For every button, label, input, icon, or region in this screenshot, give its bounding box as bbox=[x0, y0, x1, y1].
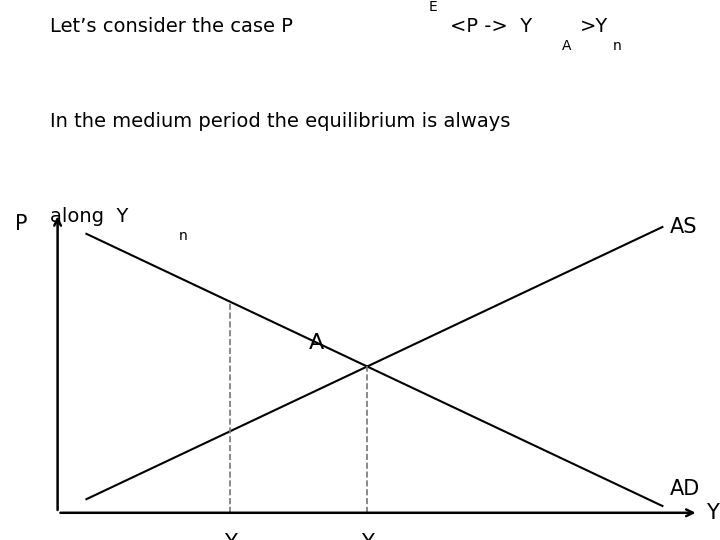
Text: >Y: >Y bbox=[580, 17, 608, 36]
Text: Let’s consider the case P: Let’s consider the case P bbox=[50, 17, 293, 36]
Text: along  Y: along Y bbox=[50, 207, 129, 226]
Text: Y: Y bbox=[706, 503, 719, 523]
Text: AS: AS bbox=[670, 217, 697, 237]
Text: n: n bbox=[613, 39, 621, 53]
Text: Y: Y bbox=[361, 533, 374, 540]
Text: A: A bbox=[309, 333, 325, 353]
Text: A: A bbox=[562, 39, 571, 53]
Text: AD: AD bbox=[670, 479, 700, 499]
Text: P: P bbox=[15, 214, 28, 234]
Text: <P ->  Y: <P -> Y bbox=[450, 17, 532, 36]
Text: n: n bbox=[179, 229, 187, 243]
Text: Y: Y bbox=[224, 533, 237, 540]
Text: E: E bbox=[428, 0, 437, 14]
Text: In the medium period the equilibrium is always: In the medium period the equilibrium is … bbox=[50, 112, 510, 131]
